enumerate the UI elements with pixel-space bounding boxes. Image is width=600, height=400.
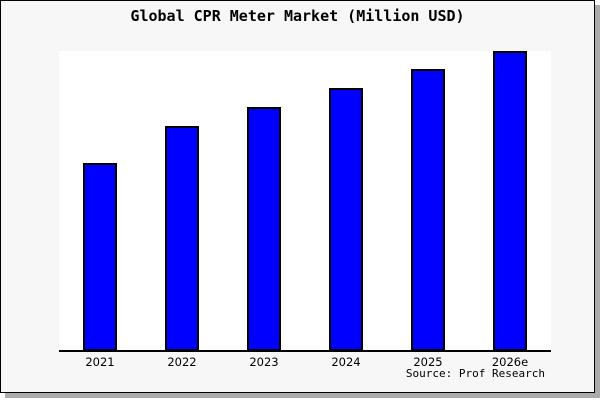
- x-tick-label-2026e: 2026e: [491, 355, 529, 369]
- bar-2023: [247, 107, 281, 351]
- x-tick-label-2025: 2025: [413, 355, 443, 369]
- bar-2025: [411, 69, 445, 351]
- source-credit: Source: Prof Research: [405, 367, 545, 380]
- x-axis-line: [59, 350, 551, 352]
- bar-2024: [329, 88, 363, 351]
- x-tick-label-2022: 2022: [167, 355, 197, 369]
- plot-area: [59, 51, 551, 350]
- x-tick-label-2021: 2021: [85, 355, 115, 369]
- x-tick-label-2023: 2023: [249, 355, 279, 369]
- chart-panel: Global CPR Meter Market (Million USD) 20…: [0, 0, 595, 393]
- bar-2026e: [493, 51, 527, 351]
- x-tick-label-2024: 2024: [331, 355, 361, 369]
- bar-2022: [165, 126, 199, 351]
- bar-2021: [83, 163, 117, 351]
- chart-title: Global CPR Meter Market (Million USD): [130, 7, 465, 25]
